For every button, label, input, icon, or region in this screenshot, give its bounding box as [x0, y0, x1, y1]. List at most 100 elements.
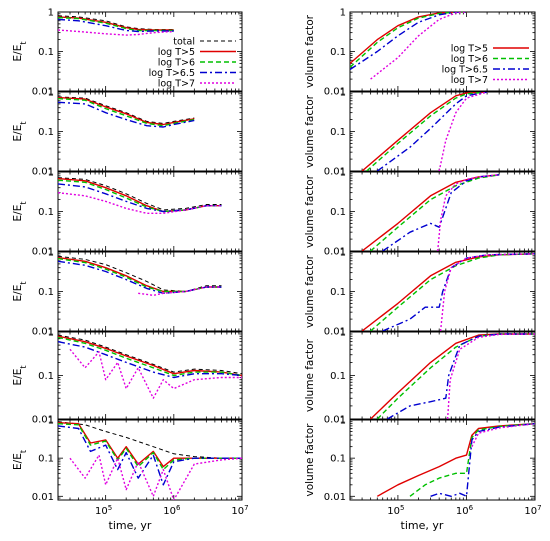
series-line-log-t-5 — [350, 12, 467, 64]
series-line-log-t-5 — [370, 333, 535, 419]
y-tick-label: 1 — [48, 416, 54, 427]
y-tick-label: 1 — [48, 168, 54, 179]
series-line-log-t-6-5 — [58, 425, 242, 486]
series-line-log-t-6 — [370, 253, 535, 331]
y-tick-label: 1 — [340, 328, 346, 339]
series-line-log-t-5 — [58, 96, 195, 126]
series-line-log-t-6-5 — [376, 92, 488, 171]
series-line-log-t-6-5 — [382, 174, 500, 251]
series-line-log-t-6 — [350, 12, 467, 68]
series-line-log-t-5 — [58, 335, 242, 377]
panel-left-2: 1 0.1 0.01 E/Et — [12, 88, 243, 178]
y-tick-label: 1 — [340, 168, 346, 179]
y-axis-label: volume factor — [304, 174, 316, 248]
series-line-log-t-7 — [471, 423, 535, 448]
x-tick-label-exponent: 5 — [400, 504, 404, 512]
y-tick-label: 1 — [48, 8, 54, 19]
series-line-log-t-6-5 — [386, 333, 535, 419]
panel-left-4: 1 0.1 0.01 E/Et — [12, 248, 243, 338]
x-tick-label: 105 — [95, 504, 112, 517]
y-tick-label: 0.1 — [38, 454, 54, 465]
panel-left-5: 1 0.1 0.01 E/Et — [12, 328, 243, 426]
y-tick-label: 0.01 — [324, 415, 346, 426]
x-tick-label-exponent: 6 — [469, 504, 474, 512]
series-group — [58, 255, 222, 296]
series-line-log-t-5 — [376, 423, 535, 497]
series-line-total — [58, 177, 222, 211]
panel-frame — [57, 91, 243, 172]
y-tick-label: 0.01 — [324, 492, 346, 503]
series-line-log-t-6-5 — [58, 18, 174, 33]
series-line-log-t-7 — [446, 333, 535, 419]
series-line-log-t-6-5 — [58, 341, 242, 379]
x-tick-label: 107 — [524, 504, 541, 517]
series-line-log-t-6-5 — [58, 101, 195, 128]
series-line-log-t-7 — [438, 92, 488, 171]
legend-label: total — [173, 37, 195, 48]
series-line-total — [58, 421, 242, 459]
legend-label: log T>7 — [158, 79, 195, 90]
panel-frame — [349, 91, 536, 172]
y-tick-label: 0.1 — [330, 47, 346, 58]
y-tick-label: 0.01 — [32, 167, 54, 178]
legend-label: log T>7 — [451, 75, 488, 86]
y-tick-label: 0.1 — [38, 127, 54, 138]
series-line-log-t-6-5 — [382, 253, 535, 331]
y-tick-label: 0.01 — [32, 87, 54, 98]
series-line-log-t-5 — [361, 92, 488, 171]
y-tick-label: 0.1 — [38, 287, 54, 298]
y-tick-label: 0.01 — [324, 327, 346, 338]
y-tick-label: 0.01 — [32, 492, 54, 503]
y-tick-label: 0.1 — [38, 47, 54, 58]
y-tick-label: 1 — [48, 88, 54, 99]
x-tick-label-exponent: 7 — [537, 504, 541, 512]
x-tick-label-exponent: 7 — [244, 504, 248, 512]
legend-label: log T>5 — [451, 44, 488, 55]
series-group — [350, 12, 467, 80]
right-x-axis-label: time, yr — [401, 519, 444, 532]
series-line-log-t-7 — [370, 12, 467, 80]
panel-frame — [349, 331, 536, 420]
series-group — [361, 92, 488, 171]
y-tick-label: 0.1 — [330, 207, 346, 218]
series-group — [361, 174, 500, 251]
panel-right-4: 1 0.1 0.01 volume factor — [304, 248, 536, 338]
series-line-total — [58, 96, 195, 124]
panel-frame — [57, 331, 243, 420]
y-axis-label-subscript: t — [19, 450, 28, 453]
y-axis-label: volume factor — [304, 423, 316, 497]
y-tick-label: 0.1 — [38, 207, 54, 218]
series-line-log-t-6 — [58, 257, 222, 293]
series-line-log-t-7 — [439, 253, 535, 331]
series-line-log-t-7 — [437, 174, 500, 251]
series-line-log-t-7 — [58, 29, 174, 36]
panel-right-2: 1 0.1 0.01 volume factor — [304, 88, 536, 178]
y-tick-label: 1 — [340, 248, 346, 259]
y-tick-label: 0.1 — [330, 287, 346, 298]
y-tick-label: 0.01 — [324, 167, 346, 178]
panel-left-6: 1 0.1 0.01 E/Et 105 106 107 — [12, 416, 249, 518]
x-tick-label: 106 — [456, 504, 474, 517]
series-group — [376, 423, 535, 497]
y-tick-label: 0.1 — [330, 454, 346, 465]
panel-left-3: 1 0.1 0.01 E/Et — [12, 168, 243, 258]
y-axis-label: volume factor — [304, 338, 316, 412]
series-line-log-t-7 — [69, 348, 242, 399]
series-line-log-t-6 — [370, 174, 500, 251]
y-axis-label: volume factor — [304, 254, 316, 328]
panel-right-5: 1 0.1 0.01 volume factor — [304, 328, 536, 426]
series-line-log-t-7 — [69, 454, 242, 500]
y-axis-label-subscript: t — [19, 42, 28, 45]
y-tick-label: 0.01 — [32, 247, 54, 258]
series-line-log-t-6 — [366, 92, 488, 171]
y-axis-label-subscript: t — [19, 202, 28, 205]
x-tick-label: 105 — [387, 504, 404, 517]
y-axis-label: E/Et — [12, 366, 28, 386]
series-group — [58, 15, 174, 36]
series-line-total — [58, 255, 222, 292]
x-tick-label: 107 — [231, 504, 248, 517]
y-tick-label: 0.01 — [32, 327, 54, 338]
labels-layer: time, yr time, yr — [109, 519, 444, 532]
